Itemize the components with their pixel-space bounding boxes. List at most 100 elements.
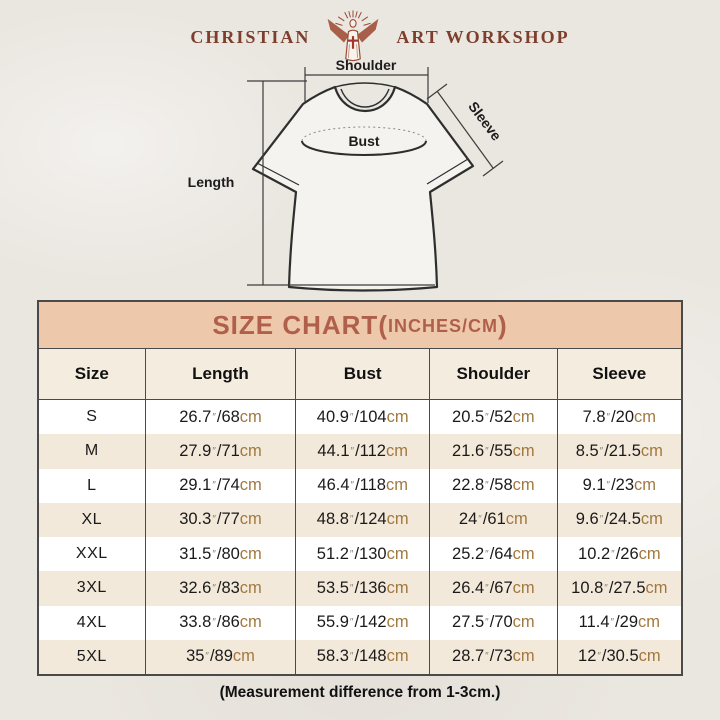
cm-unit: cm [386, 613, 409, 632]
sleeve-label: Sleeve [465, 98, 505, 143]
inch-value: 48.8 [316, 510, 349, 529]
cm-unit: cm [640, 441, 663, 460]
title-units: INCHES/CM [387, 316, 498, 336]
size-cell: XL [39, 502, 146, 537]
tshirt-diagram: Shoulder Length Sleeve Bust [188, 57, 505, 292]
cm-unit: cm [638, 647, 661, 666]
measurement-cell: 11.4 ″/29 cm [558, 606, 681, 640]
inch-value: 9.1 [582, 476, 606, 495]
cm-unit: cm [239, 544, 262, 563]
cm-unit: cm [638, 613, 661, 632]
cm-value: /26 [615, 544, 639, 563]
title-suffix: ) [498, 309, 508, 340]
inch-value: 44.1 [317, 441, 350, 460]
cm-value: /86 [216, 613, 240, 632]
header-cell: Size [39, 349, 146, 399]
inch-mark: ″ [485, 617, 489, 629]
inch-mark: ″ [349, 617, 354, 629]
inch-value: 53.5 [316, 578, 349, 597]
cm-unit: cm [386, 578, 409, 597]
cm-value: /27.5 [608, 578, 646, 597]
cm-value: /30.5 [601, 647, 639, 666]
cm-value: /21.5 [604, 441, 641, 460]
cm-value: /80 [216, 544, 240, 563]
cm-unit: cm [512, 578, 535, 597]
size-cell: XXL [39, 537, 146, 572]
size-chart-body: S 26.7 ″/68 cm 40.9 ″/104 cm 20.5 ″/52 cm 7.8 ″/20 c… [39, 400, 681, 674]
cm-value: /55 [489, 441, 513, 460]
measurement-cell: 12 ″/30.5 cm [558, 640, 681, 674]
size-chart-title: SIZE CHART( INCHES/CM ) [39, 302, 681, 349]
collar-back-line [334, 82, 396, 88]
cm-unit: cm [512, 476, 535, 495]
measurement-cell: 58.3 ″/148 cm [296, 639, 430, 674]
shoulder-measure-line [304, 67, 429, 103]
cm-value: /70 [489, 613, 513, 632]
cm-unit: cm [386, 407, 409, 426]
inch-mark: ″ [349, 651, 354, 663]
sleeve-measure-line [426, 83, 504, 177]
cm-value: /118 [355, 476, 386, 495]
tshirt-outline [251, 85, 475, 292]
cm-unit: cm [645, 578, 668, 597]
inch-mark: ″ [212, 617, 216, 629]
measurement-cell: 10.2 ″/26 cm [558, 537, 681, 571]
cm-unit: cm [512, 613, 535, 632]
table-row: 3XL 32.6 ″/83 cm 53.5 ″/136 cm 26.4 ″/67 cm 10.8 ″ /… [39, 571, 681, 606]
cm-unit: cm [512, 407, 535, 426]
inch-value: 31.5 [179, 544, 212, 563]
measurement-cell: 51.2 ″/130 cm [296, 537, 430, 572]
cm-unit: cm [634, 476, 657, 495]
inch-mark: ″ [205, 651, 209, 663]
inch-value: 12 [578, 647, 597, 666]
inch-value: 8.5 [575, 441, 599, 460]
cm-unit: cm [640, 510, 663, 529]
cm-unit: cm [239, 578, 262, 597]
inch-value: 30.3 [179, 510, 212, 529]
cm-unit: cm [512, 441, 535, 460]
cm-unit: cm [385, 476, 408, 495]
inch-mark: ″ [606, 480, 611, 492]
table-row: 4XL 33.8 ″/86 cm 55.9 ″/142 cm 27.5 ″/70 cm 11.4 ″ /… [39, 605, 681, 640]
header-cell: Shoulder [430, 349, 558, 399]
cm-unit: cm [239, 407, 262, 426]
inch-value: 40.9 [316, 407, 349, 426]
table-row: XL 30.3 ″/77 cm 48.8 ″/124 cm 24 ″/61 cm 9.6 ″/24.5… [39, 502, 681, 537]
inch-value: 10.2 [578, 544, 611, 563]
inch-value: 9.6 [575, 510, 599, 529]
table-row: L 29.1 ″/74 cm 46.4 ″/118 cm 22.8 ″/58 cm 9.1 ″/23 c… [39, 468, 681, 503]
size-cell: 3XL [39, 571, 146, 606]
cm-value: /58 [489, 476, 513, 495]
measurement-cell: 27.9 ″/71 cm [146, 434, 297, 469]
cm-value: /136 [354, 578, 387, 597]
measurement-cell: 25.2 ″/64 cm [430, 537, 558, 572]
inch-value: 27.9 [179, 441, 212, 460]
inch-value: 55.9 [316, 613, 349, 632]
inch-mark: ″ [485, 582, 489, 594]
inch-mark: ″ [212, 548, 216, 560]
cm-unit: cm [638, 544, 661, 563]
cm-value: /24.5 [604, 510, 641, 529]
inch-value: 22.8 [452, 476, 485, 495]
measurement-cell: 33.8 ″/86 cm [146, 605, 297, 640]
measurement-cell: 46.4 ″/118 cm [296, 468, 430, 503]
inch-mark: ″ [212, 480, 216, 492]
inch-mark: ″ [599, 514, 604, 526]
inch-mark: ″ [485, 651, 489, 663]
cm-unit: cm [385, 441, 408, 460]
cm-value: /20 [611, 407, 635, 426]
cm-unit: cm [239, 510, 262, 529]
measurement-cell: 30.3 ″/77 cm [146, 502, 297, 537]
inch-mark: ″ [349, 582, 354, 594]
inch-mark: ″ [485, 548, 489, 560]
inch-mark: ″ [485, 445, 489, 457]
measurement-cell: 20.5 ″/52 cm [430, 400, 558, 435]
shoulder-label: Shoulder [336, 57, 397, 73]
cm-unit: cm [634, 407, 657, 426]
inch-value: 11.4 [578, 613, 610, 632]
cm-unit: cm [386, 544, 409, 563]
cm-value: /112 [355, 441, 386, 460]
measurement-cell: 21.6 ″/55 cm [430, 434, 558, 469]
inch-value: 26.7 [179, 407, 212, 426]
